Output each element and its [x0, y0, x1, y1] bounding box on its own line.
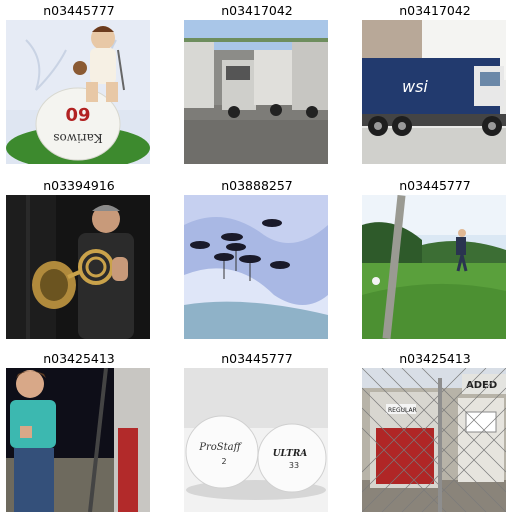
grid-cell-3: n03417042 wsi — [362, 0, 508, 170]
svg-text:REGULAR: REGULAR — [388, 407, 417, 414]
svg-text:wsi: wsi — [402, 77, 428, 96]
svg-text:33: 33 — [289, 461, 299, 470]
panel-image — [362, 195, 506, 339]
grid-cell-5: n03888257 — [184, 175, 330, 345]
svg-text:ULTRA: ULTRA — [273, 449, 308, 459]
blue-truck-image: wsi — [362, 20, 506, 164]
svg-text:ADED: ADED — [466, 380, 497, 391]
panel-label: n03425413 — [43, 351, 115, 366]
svg-text:60: 60 — [65, 103, 90, 124]
panel-image: ProStaff 2 ULTRA 33 — [184, 368, 328, 512]
gas-pump-man-image — [6, 368, 150, 512]
panel-image: wsi — [362, 20, 506, 164]
grid-cell-7: n03425413 — [6, 348, 152, 518]
parachutes-image — [184, 195, 328, 339]
grid-cell-4: n03394916 — [6, 175, 152, 345]
golfer-image — [362, 195, 506, 339]
grid-cell-9: n03425413 ADED REGULAR — [362, 348, 508, 518]
panel-image: 60 Kariwos — [6, 20, 150, 164]
golf-cake-image: 60 Kariwos — [6, 20, 150, 164]
panel-image — [184, 20, 328, 164]
panel-label: n03445777 — [399, 178, 471, 193]
svg-text:Kariwos: Kariwos — [53, 131, 102, 145]
panel-label: n03445777 — [43, 3, 115, 18]
panel-image — [184, 195, 328, 339]
grid-cell-8: n03445777 ProStaff 2 ULTRA 33 — [184, 348, 330, 518]
svg-text:2: 2 — [221, 457, 226, 466]
grid-cell-6: n03445777 — [362, 175, 508, 345]
grid-cell-2: n03417042 — [184, 0, 330, 170]
french-horn-image — [6, 195, 150, 339]
old-gas-pumps-image: ADED REGULAR — [362, 368, 506, 512]
panel-label: n03417042 — [221, 3, 293, 18]
panel-image — [6, 368, 150, 512]
panel-label: n03425413 — [399, 351, 471, 366]
panel-label: n03394916 — [43, 178, 115, 193]
panel-label: n03417042 — [399, 3, 471, 18]
grid-cell-1: n03445777 60 Kariwos — [6, 0, 152, 170]
golf-balls-image: ProStaff 2 ULTRA 33 — [184, 368, 328, 512]
panel-label: n03445777 — [221, 351, 293, 366]
svg-text:ProStaff: ProStaff — [198, 442, 242, 453]
garbage-trucks-image — [184, 20, 328, 164]
panel-image: ADED REGULAR — [362, 368, 506, 512]
panel-image — [6, 195, 150, 339]
panel-label: n03888257 — [221, 178, 293, 193]
